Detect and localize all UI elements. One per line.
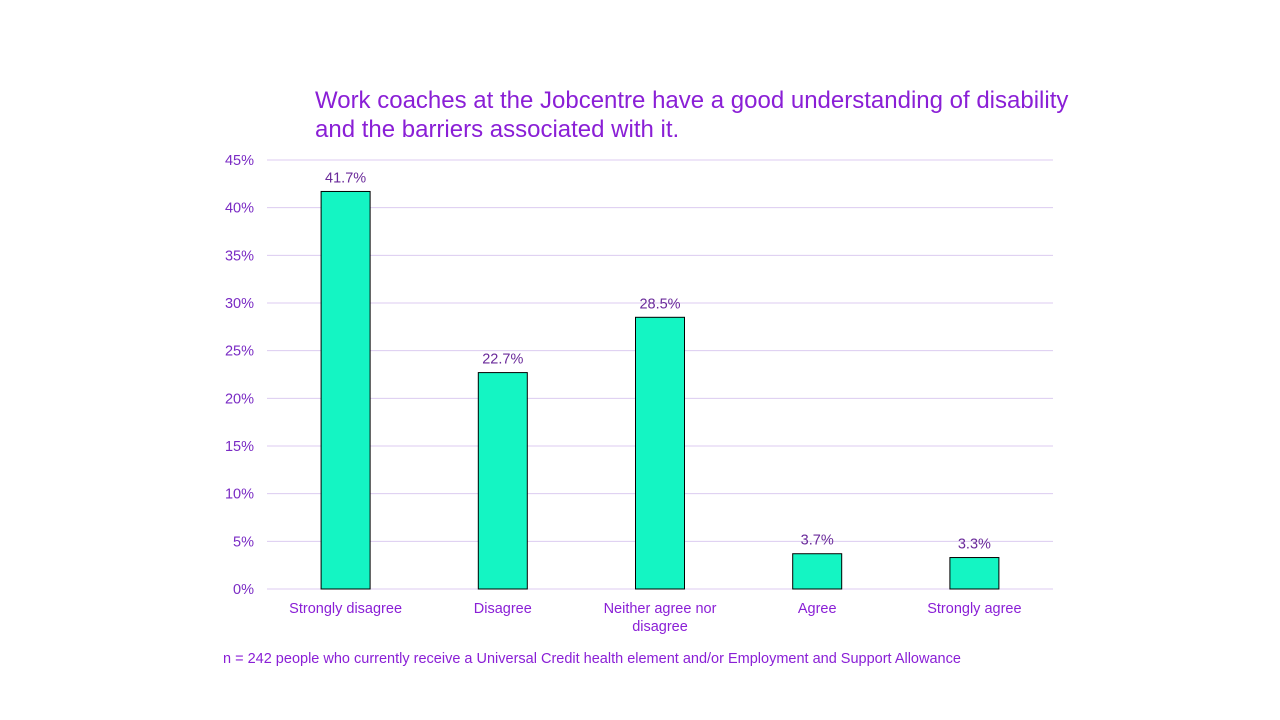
chart-title: Work coaches at the Jobcentre have a goo… <box>315 87 1069 143</box>
bar <box>792 553 843 590</box>
y-tick-label: 5% <box>233 534 254 550</box>
x-tick-label: Disagree <box>474 601 532 617</box>
y-tick-label: 35% <box>225 248 254 264</box>
y-tick-label: 25% <box>225 344 254 360</box>
y-tick-label: 0% <box>233 582 254 598</box>
bar <box>477 372 528 590</box>
y-tick-label: 10% <box>225 487 254 503</box>
y-tick-label: 15% <box>225 439 254 455</box>
data-label: 41.7% <box>325 170 366 186</box>
data-label: 28.5% <box>639 296 680 312</box>
y-tick-label: 30% <box>225 296 254 312</box>
bar <box>320 190 371 590</box>
y-tick-label: 20% <box>225 391 254 407</box>
x-tick-label: Strongly disagree <box>289 601 402 617</box>
sample-note: n = 242 people who currently receive a U… <box>223 651 961 667</box>
data-label: 3.7% <box>801 533 834 549</box>
bar <box>635 316 685 590</box>
y-tick-label: 40% <box>225 201 254 217</box>
bar <box>949 557 1000 590</box>
data-label: 22.7% <box>482 352 523 368</box>
y-tick-label: 45% <box>225 153 254 169</box>
x-tick-label: Neither agree nor disagree <box>604 601 717 635</box>
x-tick-label: Strongly agree <box>927 601 1021 617</box>
x-tick-label: Agree <box>798 601 837 617</box>
data-label: 3.3% <box>958 537 991 553</box>
